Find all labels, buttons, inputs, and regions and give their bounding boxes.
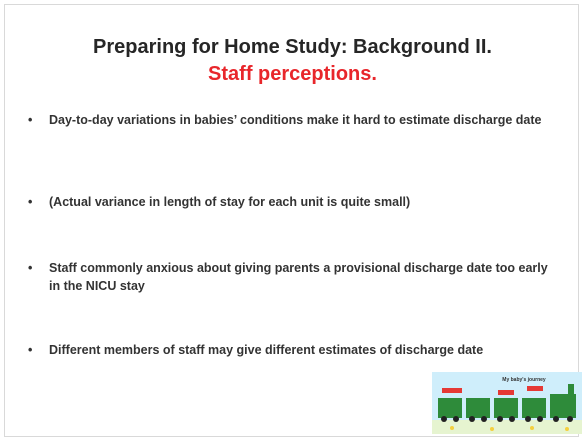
bullet-item: • Staff commonly anxious about giving par… [28,259,568,295]
slide: Preparing for Home Study: Background II.… [0,0,585,443]
bullet-text: Different members of staff may give diff… [49,341,554,359]
bullet-dot: • [28,341,32,359]
bullet-dot: • [28,193,32,211]
ground [432,420,582,434]
bullet-text: (Actual variance in length of stay for e… [49,193,554,211]
slide-subtitle: Staff perceptions. [0,63,585,86]
bullet-item: • Day-to-day variations in babies’ condit… [28,111,568,129]
bullet-dot: • [28,111,32,129]
train-illustration: My baby's journey [432,372,582,434]
bullet-item: • Different members of staff may give dif… [28,341,568,359]
bullet-item: • (Actual variance in length of stay for … [28,193,568,211]
slide-title: Preparing for Home Study: Background II. [0,36,585,59]
bullet-text: Day-to-day variations in babies’ conditi… [49,111,554,129]
bullet-text: Staff commonly anxious about giving pare… [49,259,554,295]
bullet-dot: • [28,259,32,277]
illustration-label: My baby's journey [502,377,546,383]
